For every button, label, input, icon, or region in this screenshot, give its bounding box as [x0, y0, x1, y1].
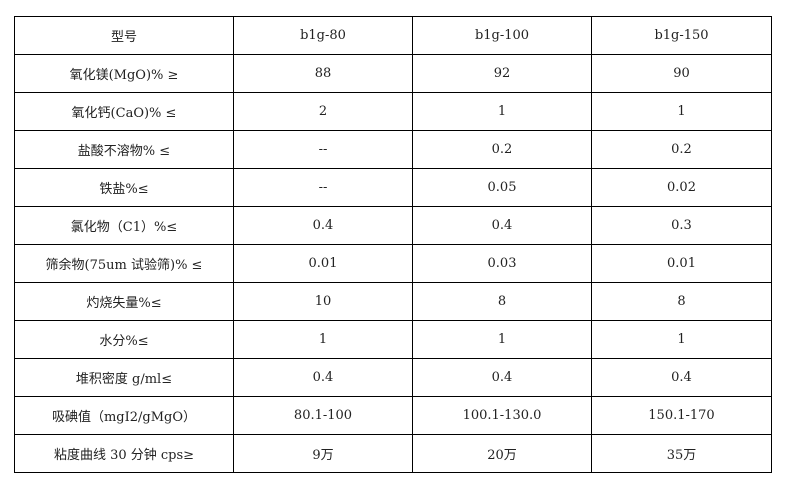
value-cell: 92	[412, 54, 592, 93]
value-cell: b1g-80	[233, 16, 413, 55]
header-row: 型号 b1g-80 b1g-100 b1g-150	[14, 16, 772, 55]
table-row: 吸碘值（mgI2/gMgO） 80.1-100 100.1-130.0 150.1-1…	[14, 396, 772, 435]
value-cell: --	[233, 130, 413, 169]
row-label-cell: 铁盐%≤	[14, 168, 234, 207]
spec-table: 型号 b1g-80 b1g-100 b1g-150 氧化镁(MgO)% ≥88 92 90 氧…	[14, 16, 772, 473]
value-cell: 35万	[591, 434, 772, 473]
value-cell: 0.4	[412, 358, 592, 397]
value-cell: 0.2	[412, 130, 592, 169]
value-cell: 8	[591, 282, 772, 321]
table-row: 堆积密度 g/ml≤ 0.4 0.4 0.4	[14, 358, 772, 397]
value-cell: 0.03	[412, 244, 592, 283]
table-row: 灼烧失量%≤ 10 8 8	[14, 282, 772, 321]
value-cell: b1g-150	[591, 16, 772, 55]
value-cell: 0.01	[233, 244, 413, 283]
row-label-cell: 筛余物(75um 试验筛)% ≤	[14, 244, 234, 283]
value-cell: 88	[233, 54, 413, 93]
row-label-cell: 氧化钙(CaO)% ≤	[14, 92, 234, 131]
value-cell: 0.05	[412, 168, 592, 207]
table-row: 氧化镁(MgO)% ≥88 92 90	[14, 54, 772, 93]
value-cell: 8	[412, 282, 592, 321]
value-cell: 9万	[233, 434, 413, 473]
value-cell: 0.4	[233, 206, 413, 245]
table-row: 筛余物(75um 试验筛)% ≤0.01 0.03 0.01	[14, 244, 772, 283]
row-label-cell: 盐酸不溶物% ≤	[14, 130, 234, 169]
value-cell: b1g-100	[412, 16, 592, 55]
value-cell: 0.01	[591, 244, 772, 283]
row-label-cell: 吸碘值（mgI2/gMgO）	[14, 396, 234, 435]
value-cell: 2	[233, 92, 413, 131]
value-cell: 0.2	[591, 130, 772, 169]
table-row: 粘度曲线 30 分钟 cps≥ 9万 20万 35万	[14, 434, 772, 473]
value-cell: 0.4	[591, 358, 772, 397]
table-row: 水分%≤ 1 1 1	[14, 320, 772, 359]
value-cell: 100.1-130.0	[412, 396, 592, 435]
value-cell: --	[233, 168, 413, 207]
value-cell: 0.02	[591, 168, 772, 207]
row-label-cell: 堆积密度 g/ml≤	[14, 358, 234, 397]
table-row: 氧化钙(CaO)% ≤2 1 1	[14, 92, 772, 131]
value-cell: 1	[591, 92, 772, 131]
row-label-cell: 型号	[14, 16, 234, 55]
value-cell: 90	[591, 54, 772, 93]
value-cell: 0.4	[233, 358, 413, 397]
row-label-cell: 氧化镁(MgO)% ≥	[14, 54, 234, 93]
value-cell: 1	[412, 92, 592, 131]
row-label-cell: 灼烧失量%≤	[14, 282, 234, 321]
value-cell: 150.1-170	[591, 396, 772, 435]
value-cell: 1	[412, 320, 592, 359]
value-cell: 0.3	[591, 206, 772, 245]
table-row: 氯化物（C1）%≤ 0.4 0.4 0.3	[14, 206, 772, 245]
value-cell: 20万	[412, 434, 592, 473]
table-row: 铁盐%≤ -- 0.05 0.02	[14, 168, 772, 207]
row-label-cell: 粘度曲线 30 分钟 cps≥	[14, 434, 234, 473]
row-label-cell: 氯化物（C1）%≤	[14, 206, 234, 245]
value-cell: 80.1-100	[233, 396, 413, 435]
value-cell: 1	[233, 320, 413, 359]
table-row: 盐酸不溶物% ≤ -- 0.2 0.2	[14, 130, 772, 169]
value-cell: 10	[233, 282, 413, 321]
value-cell: 1	[591, 320, 772, 359]
value-cell: 0.4	[412, 206, 592, 245]
row-label-cell: 水分%≤	[14, 320, 234, 359]
